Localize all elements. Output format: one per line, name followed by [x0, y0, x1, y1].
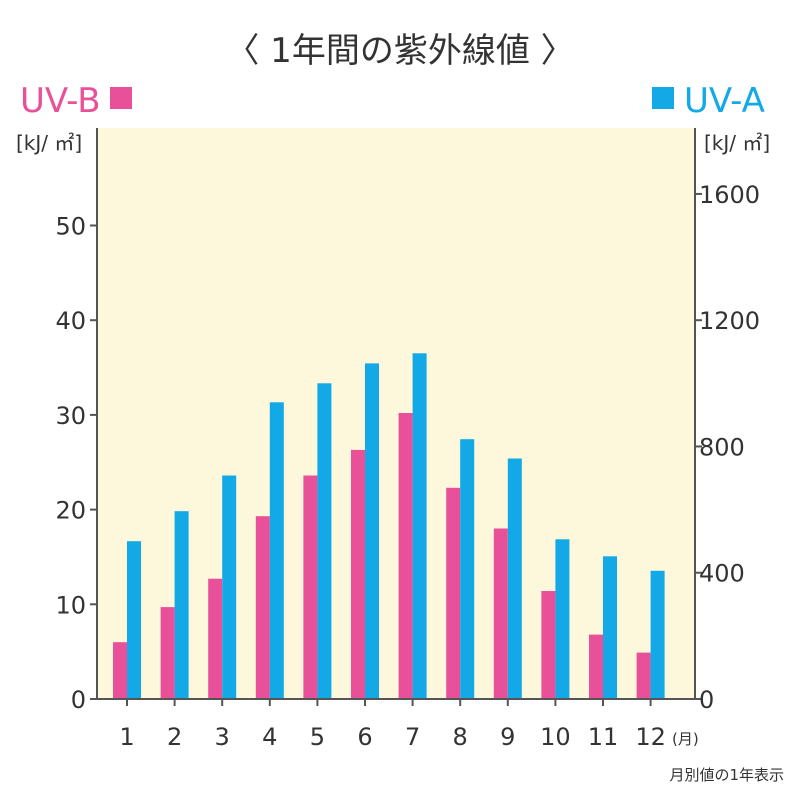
uvb-bar-9 — [493, 528, 508, 699]
uva-bar-2 — [174, 511, 189, 699]
uvb-bar-11 — [589, 634, 603, 699]
uva-bar-1 — [127, 541, 141, 699]
right-axis-unit: [kJ/ ㎡] — [704, 131, 770, 155]
x-tick-label-2: 2 — [167, 723, 182, 751]
footnote: 月別値の1年表示 — [669, 766, 784, 784]
x-tick-label-8: 8 — [453, 723, 468, 751]
bars-group — [113, 353, 665, 699]
x-tick-label-12: 12 — [635, 723, 666, 751]
left-tick-label-10: 10 — [55, 591, 86, 619]
left-tick-label-40: 40 — [55, 307, 86, 335]
right-tick-label-400: 400 — [699, 560, 745, 588]
x-tick-label-10: 10 — [540, 723, 571, 751]
uvb-bar-4 — [255, 516, 270, 699]
left-tick-label-30: 30 — [55, 402, 86, 430]
left-tick-label-20: 20 — [55, 497, 86, 525]
left-tick-label-50: 50 — [55, 213, 86, 241]
right-tick-label-800: 800 — [699, 433, 745, 461]
x-tick-label-4: 4 — [262, 723, 277, 751]
left-tick-label-0: 0 — [71, 686, 86, 714]
uvb-bar-7 — [398, 413, 413, 699]
uvb-bar-10 — [541, 591, 556, 699]
uvb-bar-1 — [113, 642, 127, 699]
x-tick-label-11: 11 — [588, 723, 619, 751]
uva-bar-4 — [269, 402, 284, 699]
uvb-bar-2 — [160, 607, 175, 699]
right-tick-label-1200: 1200 — [699, 307, 760, 335]
legend-uva-swatch — [652, 87, 674, 109]
uvb-bar-5 — [303, 475, 318, 699]
uvb-bar-12 — [636, 652, 651, 699]
x-tick-label-9: 9 — [500, 723, 515, 751]
uva-bar-6 — [365, 363, 379, 699]
right-tick-label-0: 0 — [699, 686, 714, 714]
x-tick-label-7: 7 — [405, 723, 420, 751]
uva-bar-5 — [317, 383, 332, 699]
uva-bar-10 — [555, 539, 570, 699]
uva-bar-3 — [222, 475, 237, 699]
uva-bar-7 — [412, 353, 427, 699]
uvb-bar-3 — [208, 578, 223, 699]
right-tick-label-1600: 1600 — [699, 181, 760, 209]
legend-uvb-swatch — [110, 87, 132, 109]
x-tick-label-3: 3 — [215, 723, 230, 751]
legend-uvb-label: UV-B — [20, 81, 101, 121]
x-tick-label-1: 1 — [119, 723, 134, 751]
legend-uva-label: UV-A — [684, 81, 765, 121]
uva-bar-9 — [507, 458, 522, 699]
x-tick-label-5: 5 — [310, 723, 325, 751]
uva-bar-8 — [460, 439, 475, 699]
uva-bar-11 — [603, 556, 617, 699]
uva-bar-12 — [650, 570, 665, 699]
x-tick-label-6: 6 — [357, 723, 372, 751]
left-axis-unit: [kJ/ ㎡] — [16, 131, 82, 155]
plot-area — [97, 128, 695, 699]
uvb-bar-6 — [351, 449, 365, 699]
chart-title: 〈 1年間の紫外線値 〉 — [225, 31, 574, 71]
x-axis-unit: (月) — [672, 730, 699, 748]
uvb-bar-8 — [446, 487, 461, 699]
